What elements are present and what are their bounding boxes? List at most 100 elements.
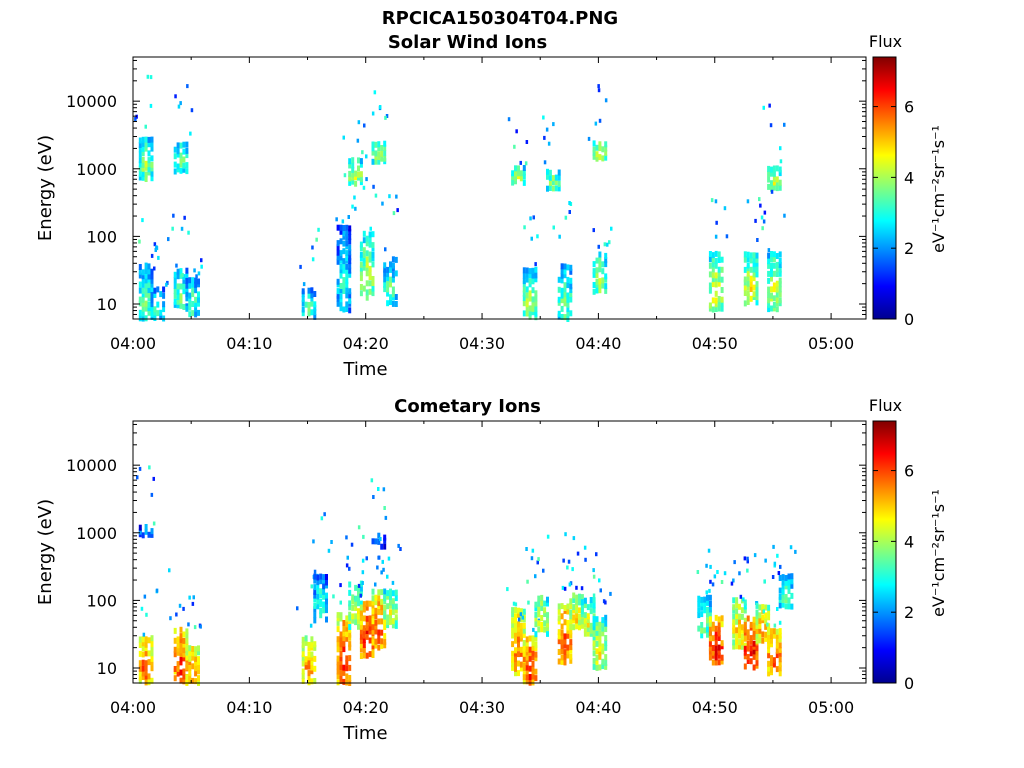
data-cell (778, 661, 782, 668)
data-cell (720, 296, 724, 303)
data-cell (339, 651, 343, 657)
data-cell (185, 305, 189, 312)
data-cell (711, 621, 715, 628)
data-cell (580, 611, 584, 618)
data-cell (185, 152, 189, 159)
data-cell (310, 636, 314, 643)
data-cell (173, 168, 177, 175)
data-cell (517, 611, 520, 618)
data-cell (150, 273, 154, 280)
data-cell (138, 137, 142, 144)
data-cell (173, 637, 177, 644)
data-cell (150, 665, 154, 672)
data-cell (141, 277, 145, 284)
data-speckle (200, 264, 203, 269)
data-cell (566, 264, 570, 271)
data-cell (147, 295, 151, 302)
data-cell (322, 577, 326, 584)
data-cell (301, 636, 305, 643)
data-cell (522, 660, 526, 667)
data-cell (313, 612, 317, 619)
data-cell (778, 266, 782, 273)
data-speckle (609, 591, 612, 596)
data-cell (601, 643, 605, 650)
data-cell (325, 574, 328, 580)
data-cell (313, 655, 317, 662)
data-cell (511, 174, 515, 180)
data-cell (569, 268, 573, 275)
data-speckle (371, 111, 375, 116)
data-cell (592, 288, 596, 295)
data-cell (377, 158, 381, 165)
data-cell (749, 257, 753, 264)
data-cell (176, 649, 180, 656)
data-speckle (779, 564, 782, 569)
data-cell (153, 292, 157, 298)
data-cell (147, 650, 151, 657)
data-speckle (576, 551, 580, 556)
data-cell (342, 630, 346, 637)
data-cell (714, 654, 718, 661)
data-cell (144, 171, 148, 178)
data-cell (371, 608, 375, 615)
data-speckle (720, 580, 724, 584)
data-cell (511, 170, 515, 177)
data-cell (348, 288, 352, 295)
data-cell (531, 267, 535, 274)
data-cell (708, 287, 712, 294)
data-cell (514, 637, 517, 644)
data-cell (767, 637, 771, 644)
x-tick-label: 05:00 (808, 334, 854, 353)
data-cell (717, 280, 721, 287)
data-cell (767, 604, 771, 611)
data-cell (735, 643, 739, 650)
data-cell (188, 655, 192, 662)
data-cell (150, 655, 154, 662)
data-cell (703, 602, 707, 608)
data-cell (790, 578, 794, 585)
data-cell (339, 293, 343, 300)
data-cell (371, 643, 375, 650)
data-cell (770, 305, 773, 312)
data-speckle (608, 240, 611, 245)
data-cell (342, 230, 346, 237)
data-cell (150, 641, 154, 647)
data-cell (522, 611, 526, 618)
data-speckle (713, 574, 717, 579)
data-cell (371, 618, 375, 625)
data-cell (714, 301, 718, 308)
data-cell (551, 175, 555, 182)
data-cell (738, 628, 741, 635)
data-cell (377, 141, 381, 148)
data-cell (714, 630, 718, 637)
data-cell (511, 611, 515, 618)
data-cell (197, 296, 200, 303)
data-cell (389, 602, 392, 609)
data-speckle (369, 226, 372, 231)
data-cell (319, 608, 323, 614)
data-cell (775, 165, 779, 172)
colorbar-label: Flux (869, 396, 902, 415)
data-cell (778, 593, 782, 600)
data-cell (572, 592, 576, 599)
data-cell (752, 266, 756, 273)
data-cell (604, 644, 608, 651)
data-cell (383, 595, 387, 602)
data-cell (569, 617, 573, 624)
data-cell (383, 150, 387, 156)
data-speckle (564, 215, 568, 220)
data-cell (179, 283, 183, 290)
data-cell (522, 310, 526, 317)
data-cell (604, 626, 608, 633)
data-cell (543, 600, 547, 607)
data-cell (708, 648, 712, 655)
data-cell (362, 637, 366, 643)
data-cell (313, 665, 317, 672)
data-cell (313, 573, 317, 580)
data-cell (368, 237, 372, 244)
data-cell (560, 268, 564, 275)
x-axis-label: Time (342, 723, 387, 744)
data-cell (714, 275, 718, 282)
data-cell (578, 593, 581, 600)
data-cell (307, 679, 311, 686)
